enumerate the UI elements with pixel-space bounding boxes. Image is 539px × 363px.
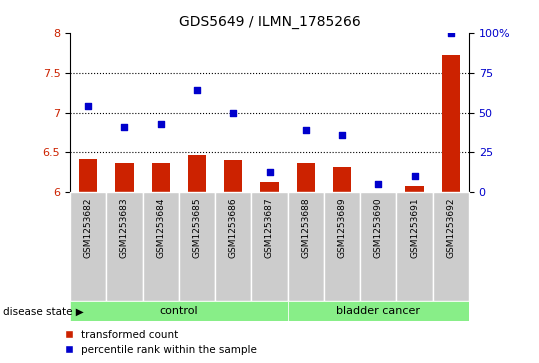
Text: GSM1253682: GSM1253682 bbox=[84, 198, 93, 258]
Text: GSM1253690: GSM1253690 bbox=[374, 198, 383, 258]
Bar bbox=[333, 167, 351, 192]
Point bbox=[84, 103, 93, 109]
Bar bbox=[224, 160, 243, 192]
Point bbox=[265, 169, 274, 175]
Text: GSM1253686: GSM1253686 bbox=[229, 198, 238, 258]
Point bbox=[301, 127, 310, 133]
Bar bbox=[179, 192, 215, 301]
Text: control: control bbox=[160, 306, 198, 316]
Legend: transformed count, percentile rank within the sample: transformed count, percentile rank withi… bbox=[65, 330, 257, 355]
Bar bbox=[106, 192, 143, 301]
Text: GSM1253692: GSM1253692 bbox=[446, 198, 455, 258]
Text: GSM1253688: GSM1253688 bbox=[301, 198, 310, 258]
Point bbox=[229, 110, 238, 115]
Title: GDS5649 / ILMN_1785266: GDS5649 / ILMN_1785266 bbox=[178, 15, 361, 29]
Point bbox=[446, 30, 455, 36]
Bar bbox=[151, 163, 170, 192]
Point bbox=[374, 182, 383, 187]
Point bbox=[410, 174, 419, 179]
Text: disease state ▶: disease state ▶ bbox=[3, 306, 84, 316]
Bar bbox=[251, 192, 288, 301]
Bar bbox=[215, 192, 251, 301]
Text: GSM1253691: GSM1253691 bbox=[410, 198, 419, 258]
Bar bbox=[296, 163, 315, 192]
Bar bbox=[360, 192, 396, 301]
Point bbox=[192, 87, 201, 93]
Point bbox=[156, 121, 165, 127]
Text: GSM1253687: GSM1253687 bbox=[265, 198, 274, 258]
Bar bbox=[188, 155, 206, 192]
Point bbox=[120, 124, 129, 130]
Bar bbox=[70, 301, 288, 321]
Text: bladder cancer: bladder cancer bbox=[336, 306, 420, 316]
Bar bbox=[70, 192, 106, 301]
Bar bbox=[79, 159, 97, 192]
Bar bbox=[288, 301, 469, 321]
Bar bbox=[442, 55, 460, 192]
Bar bbox=[115, 163, 134, 192]
Text: GSM1253685: GSM1253685 bbox=[192, 198, 202, 258]
Bar bbox=[396, 192, 433, 301]
Point bbox=[338, 132, 347, 138]
Bar bbox=[143, 192, 179, 301]
Bar bbox=[405, 186, 424, 192]
Bar bbox=[260, 182, 279, 192]
Text: GSM1253689: GSM1253689 bbox=[337, 198, 347, 258]
Text: GSM1253683: GSM1253683 bbox=[120, 198, 129, 258]
Text: GSM1253684: GSM1253684 bbox=[156, 198, 165, 258]
Bar bbox=[433, 192, 469, 301]
Bar bbox=[288, 192, 324, 301]
Bar bbox=[324, 192, 360, 301]
